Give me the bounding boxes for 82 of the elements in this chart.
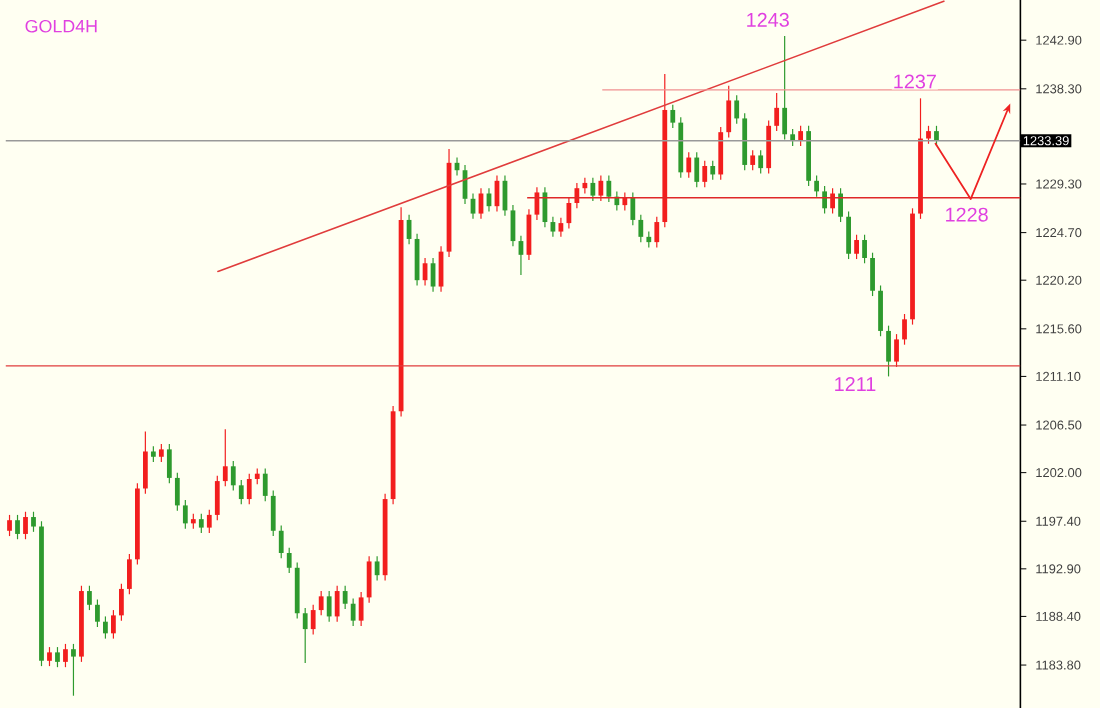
candlestick: [686, 151, 692, 179]
candlestick: [206, 508, 212, 534]
annotation: 1243: [747, 12, 789, 27]
candlestick: [742, 112, 748, 171]
candlestick: [702, 159, 708, 188]
candlestick: [854, 233, 859, 260]
candlestick: [814, 174, 820, 198]
candlestick: [934, 125, 939, 147]
candlestick: [766, 119, 772, 174]
candlestick: [878, 284, 883, 337]
candlestick: [23, 510, 28, 540]
candlestick: [822, 185, 828, 214]
candlestick: [142, 430, 148, 495]
candlestick: [366, 555, 372, 604]
candlestick: [47, 646, 52, 667]
candlestick: [734, 94, 740, 125]
candlestick: [286, 546, 292, 574]
candlestick: [350, 597, 356, 627]
candlestick: [103, 615, 108, 640]
candlestick: [182, 499, 188, 530]
candlestick: [750, 149, 756, 171]
candlestick: [63, 643, 68, 668]
candlestick: [694, 151, 700, 188]
candlestick: [606, 174, 612, 203]
annotation: 1237: [894, 74, 936, 89]
candlestick: [95, 598, 100, 628]
candlestick: [326, 590, 332, 623]
candlestick: [358, 591, 364, 627]
candlestick: [334, 584, 340, 623]
candlestick: [590, 176, 596, 202]
candlestick: [342, 584, 348, 610]
candlestick: [902, 313, 907, 346]
candlestick: [582, 176, 588, 194]
candlestick: [222, 428, 228, 487]
candlestick: [302, 607, 308, 664]
candlestick: [798, 125, 804, 147]
candlestick: [270, 489, 276, 537]
candlestick: [846, 210, 851, 260]
candlestick: [31, 510, 36, 533]
candlestick: [214, 475, 220, 521]
candlestick: [598, 174, 604, 202]
candlestick: [574, 182, 580, 209]
candlestick: [830, 187, 835, 214]
candlestick: [838, 187, 843, 223]
candlestick: [710, 159, 716, 181]
candlestick: [374, 555, 380, 581]
candlestick: [119, 582, 124, 622]
candlestick: [174, 471, 180, 512]
candlestick: [726, 84, 732, 138]
candlestick: [55, 646, 60, 668]
candlestick: [758, 149, 764, 174]
candlestick: [774, 92, 780, 132]
candlestick: [670, 103, 676, 129]
candlestick: [71, 643, 76, 697]
candlestick: [166, 443, 172, 484]
candlestick: [886, 324, 891, 377]
candlestick: [318, 590, 324, 616]
candlestick: [7, 514, 12, 537]
candlestick: [87, 584, 92, 611]
candlestick: [246, 472, 252, 505]
candlestick: [238, 479, 244, 505]
text: GOLD4H: [25, 19, 97, 33]
candlestick: [638, 213, 644, 243]
candlestick: [126, 553, 132, 595]
candlestick: [294, 561, 300, 619]
candlestick: [111, 609, 116, 640]
candlestick: [15, 514, 20, 540]
candlestick: [654, 215, 660, 248]
candlestick: [278, 524, 284, 559]
candlestick: [310, 604, 316, 635]
candlestick: [782, 35, 788, 140]
annotation: 1211: [835, 376, 876, 391]
candlestick: [718, 126, 724, 181]
candlestick: [894, 333, 899, 368]
candlestick: [566, 196, 572, 229]
candlestick: [630, 191, 636, 226]
candlestick: [230, 460, 236, 492]
candlestick: [262, 467, 268, 502]
candlestick: [862, 233, 867, 264]
candlestick: [870, 251, 875, 297]
annotation: 1228: [946, 207, 988, 222]
candlestick: [198, 513, 204, 534]
